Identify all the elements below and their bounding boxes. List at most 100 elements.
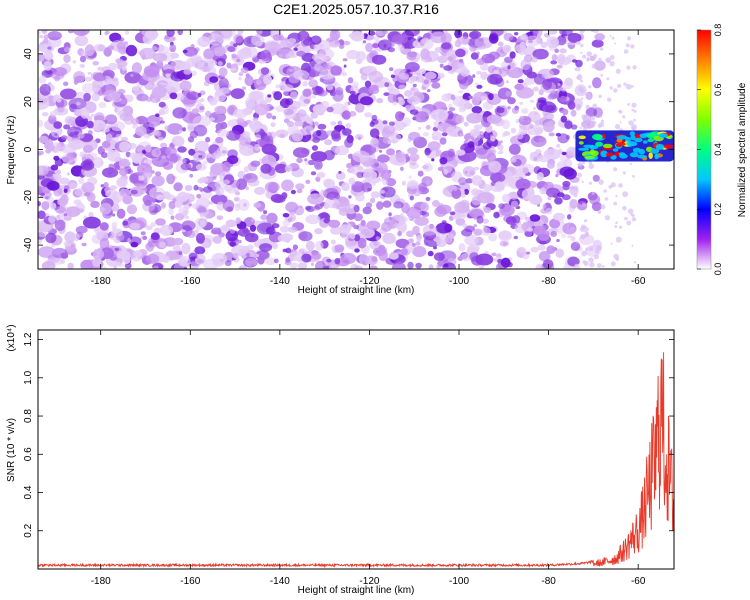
heatmap-cell	[468, 95, 473, 100]
heatmap-cell	[236, 58, 241, 63]
heatmap-cell	[253, 202, 262, 208]
heatmap-cell	[254, 103, 269, 116]
heatmap-cell	[245, 252, 250, 258]
heatmap-cell	[275, 105, 285, 113]
heatmap-cell	[145, 83, 153, 90]
heatmap-cell	[238, 72, 243, 76]
heatmap-cell	[538, 101, 556, 113]
heatmap-cell	[182, 158, 187, 163]
heatmap-cell	[631, 85, 634, 88]
heatmap-cell	[195, 228, 200, 233]
heatmap-cell	[383, 217, 397, 226]
heatmap-cell	[79, 63, 86, 68]
heatmap-cell	[489, 172, 506, 183]
heatmap-cell	[130, 73, 134, 77]
heatmap-cell	[142, 167, 145, 171]
heatmap-cell	[245, 97, 256, 108]
heatmap-cell	[555, 248, 564, 258]
heatmap-cell	[226, 130, 241, 141]
heatmap-cell	[518, 49, 526, 56]
heatmap-cell	[144, 144, 152, 153]
heatmap-cell	[458, 90, 464, 94]
heatmap-cell	[222, 199, 235, 212]
heatmap-cell	[274, 163, 288, 174]
heatmap-cell	[580, 79, 583, 83]
heatmap-cell	[119, 141, 130, 153]
heatmap-cell	[132, 86, 139, 91]
heatmap-cell	[513, 164, 528, 177]
heatmap-cell	[460, 212, 465, 218]
heatmap-cell	[130, 241, 139, 248]
heatmap-cell	[473, 224, 478, 228]
heatmap-cell	[562, 180, 571, 187]
heatmap-cell	[440, 32, 452, 45]
heatmap-cell	[484, 250, 489, 255]
heatmap-cell	[47, 196, 54, 204]
heatmap-cell	[415, 241, 421, 246]
heatmap-cell	[439, 63, 444, 68]
heatmap-cell	[264, 181, 280, 193]
heatmap-cell	[543, 121, 555, 133]
heatmap-cell	[605, 57, 611, 63]
snr-scale-label: (x10⁴)	[6, 324, 17, 351]
heatmap-cell	[205, 136, 211, 143]
snr-x-ticks: -180 -160 -140 -120 -100 -80 -60	[91, 330, 646, 587]
heatmap-cell	[152, 52, 168, 62]
heatmap-cell	[155, 113, 160, 117]
signal-cell	[646, 133, 657, 139]
heatmap-cell	[148, 121, 159, 128]
heatmap-cell	[287, 226, 298, 233]
heatmap-cell	[263, 74, 272, 86]
heatmap-cell	[41, 260, 56, 269]
heatmap-cell	[144, 200, 152, 207]
heatmap-cell	[49, 111, 57, 117]
heatmap-cell	[119, 48, 124, 53]
heatmap-cell	[535, 149, 542, 155]
heatmap-cell	[38, 230, 48, 238]
heatmap-cell	[378, 39, 392, 51]
heatmap-cell	[98, 102, 107, 109]
heatmap-cell	[548, 132, 555, 137]
heatmap-cell	[511, 157, 517, 163]
heatmap-cell	[224, 260, 232, 267]
heatmap-cell	[200, 214, 204, 218]
heatmap-cell	[118, 37, 125, 42]
heatmap-cell	[467, 244, 480, 253]
heatmap-cell	[554, 48, 559, 53]
heatmap-cell	[112, 213, 116, 217]
heatmap-cell	[507, 97, 516, 105]
heatmap-cell	[520, 59, 531, 71]
heatmap-cell	[157, 45, 170, 55]
signal-cell	[592, 133, 603, 140]
heatmap-cell	[397, 221, 407, 233]
heatmap-cell	[553, 212, 565, 221]
heatmap-cell	[192, 152, 203, 163]
heatmap-cell	[615, 195, 618, 198]
heatmap-cell	[203, 186, 213, 193]
heatmap-cell	[311, 145, 318, 151]
snr-x-tick-label: -100	[449, 576, 469, 587]
signal-cell	[637, 154, 647, 159]
heatmap-cell	[416, 74, 424, 83]
heatmap-cell	[247, 178, 260, 187]
heatmap-cell	[457, 256, 463, 262]
heatmap-cell	[127, 237, 131, 243]
heatmap-cell	[513, 235, 519, 240]
heatmap-cell	[279, 133, 286, 138]
heatmap-x-axis-label: Height of straight line (km)	[298, 285, 415, 296]
heatmap-y-ticks: 40 20 0 -20 -40	[23, 48, 674, 252]
heatmap-cell	[601, 63, 604, 66]
heatmap-cell	[420, 202, 429, 212]
heatmap-cell	[114, 247, 120, 251]
heatmap-cell	[628, 120, 634, 126]
heatmap-cell	[355, 103, 365, 113]
heatmap-cell	[157, 136, 164, 142]
heatmap-cell	[218, 77, 229, 90]
heatmap-cell	[533, 127, 543, 135]
signal-cell	[601, 134, 606, 139]
heatmap-cell	[293, 70, 310, 81]
heatmap-cell	[47, 31, 62, 41]
snr-series-line	[38, 352, 674, 568]
heatmap-cell	[592, 77, 602, 89]
heatmap-cell	[304, 161, 309, 165]
